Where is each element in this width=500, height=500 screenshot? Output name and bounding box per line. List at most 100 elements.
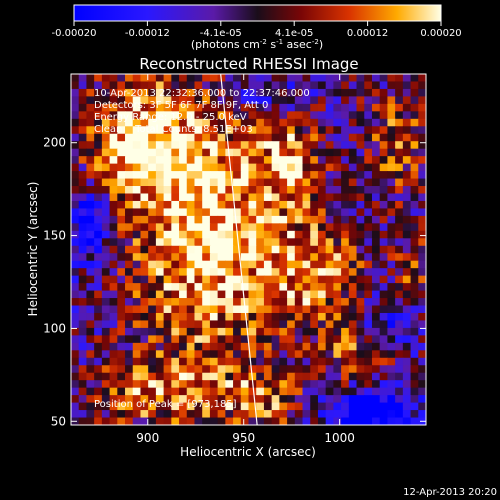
heatmap-cell [179,103,188,112]
heatmap-cell [418,298,426,307]
heatmap-cell [171,126,180,135]
heatmap-cell [202,290,211,299]
heatmap-cell [125,126,134,135]
heatmap-cell [248,133,257,142]
heatmap-cell [148,305,157,314]
heatmap-cell [78,327,88,336]
heatmap-cell [109,305,118,314]
heatmap-cell [155,402,165,411]
heatmap-cell [171,178,180,187]
heatmap-cell [371,305,381,314]
heatmap-cell [317,118,327,127]
heatmap-cell [364,357,373,366]
heatmap-cell [333,163,342,172]
heatmap-cell [341,118,350,127]
heatmap-cell [263,342,273,351]
heatmap-cell [179,357,188,366]
heatmap-cell [148,402,157,411]
heatmap-cell [94,223,103,232]
heatmap-cell [248,103,257,112]
heatmap-cell [233,118,242,127]
heatmap-cell [310,290,319,299]
heatmap-cell [132,96,142,105]
heatmap-cell [78,260,88,269]
heatmap-cell [256,81,265,90]
heatmap-cell [179,350,188,359]
heatmap-cell [287,298,296,307]
heatmap-cell [233,305,242,314]
heatmap-cell [348,74,358,83]
heatmap-cell [148,275,157,284]
heatmap-cell [395,305,404,314]
heatmap-cell [287,238,296,247]
heatmap-cell [294,410,304,419]
heatmap-cell [402,163,412,172]
x-tick-label: 1000 [324,431,355,445]
heatmap-cell [325,230,334,239]
heatmap-cell [101,253,111,262]
heatmap-cell [248,417,257,425]
heatmap-cell [294,148,304,157]
heatmap-cell [341,186,350,195]
heatmap-cell [317,208,327,217]
heatmap-cell [371,245,381,254]
heatmap-cell [371,126,381,135]
heatmap-cell [279,193,288,202]
heatmap-cell [209,268,219,277]
heatmap-cell [132,372,142,381]
heatmap-cell [171,238,180,247]
heatmap-cell [217,253,226,262]
heatmap-cell [217,350,226,359]
heatmap-cell [71,402,80,411]
heatmap-cell [371,350,381,359]
heatmap-cell [140,133,149,142]
heatmap-cell [279,156,288,165]
heatmap-cell [71,410,80,419]
heatmap-cell [310,141,319,150]
heatmap-cell [325,156,334,165]
heatmap-cell [379,298,389,307]
heatmap-cell [248,320,257,329]
heatmap-cell [410,74,419,83]
heatmap-cell [186,320,196,329]
heatmap-cell [240,410,250,419]
heatmap-cell [248,402,257,411]
heatmap-cell [271,402,280,411]
heatmap-cell [279,200,288,210]
heatmap-cell [225,335,234,344]
heatmap-cell [140,283,149,292]
heatmap-cell [317,126,327,135]
heatmap-cell [155,305,165,314]
heatmap-cell [263,350,273,359]
heatmap-cell [333,298,342,307]
heatmap-cell [317,350,327,359]
heatmap-cell [71,111,80,120]
heatmap-cell [364,126,373,135]
heatmap-cell [186,380,196,389]
heatmap-cell [364,74,373,83]
heatmap-cell [410,238,419,247]
heatmap-cell [371,402,381,411]
heatmap-cell [202,402,211,411]
heatmap-cell [248,186,257,195]
heatmap-cell [364,238,373,247]
heatmap-cell [356,298,365,307]
heatmap-cell [132,268,142,277]
heatmap-cell [325,305,334,314]
heatmap-cell [356,283,365,292]
heatmap-cell [410,141,419,150]
heatmap-cell [371,335,381,344]
heatmap-cell [310,245,319,254]
heatmap-cell [341,357,350,366]
heatmap-cell [125,200,134,210]
heatmap-cell [71,312,80,322]
heatmap-cell [294,245,304,254]
heatmap-cell [71,200,80,210]
heatmap-cell [202,215,211,224]
heatmap-cell [395,96,404,105]
heatmap-cell [395,335,404,344]
heatmap-cell [310,387,319,396]
heatmap-cell [202,380,211,389]
timestamp: 12-Apr-2013 20:20 [403,487,497,498]
heatmap-cell [78,417,88,425]
